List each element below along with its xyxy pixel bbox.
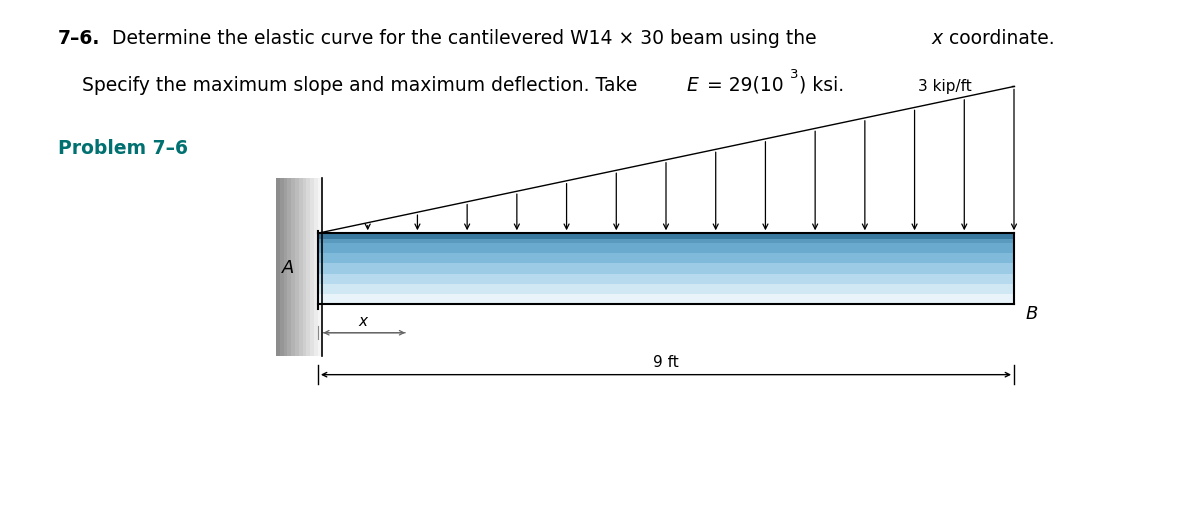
Bar <box>318 243 1014 254</box>
Text: x: x <box>359 313 367 329</box>
Text: Specify the maximum slope and maximum deflection. Take: Specify the maximum slope and maximum de… <box>82 76 643 95</box>
Bar <box>295 178 299 356</box>
Text: coordinate.: coordinate. <box>943 29 1055 48</box>
Bar <box>283 178 288 356</box>
Bar <box>276 178 280 356</box>
Bar <box>302 178 306 356</box>
Bar <box>318 283 1014 294</box>
Bar <box>280 178 283 356</box>
Text: ) ksi.: ) ksi. <box>799 76 845 95</box>
Bar <box>318 178 322 356</box>
Bar <box>318 274 1014 283</box>
Text: A: A <box>282 259 294 277</box>
Bar <box>292 178 295 356</box>
Text: 9 ft: 9 ft <box>653 355 679 370</box>
Text: Determine the elastic curve for the cantilevered W14 × 30 beam using the: Determine the elastic curve for the cant… <box>112 29 822 48</box>
Bar <box>318 264 1014 274</box>
Text: = 29(10: = 29(10 <box>701 76 784 95</box>
Bar <box>318 254 1014 264</box>
Bar <box>306 178 310 356</box>
Bar <box>318 233 1014 239</box>
Text: E: E <box>686 76 698 95</box>
Bar <box>299 178 302 356</box>
Text: x: x <box>931 29 942 48</box>
Text: 3 kip/ft: 3 kip/ft <box>918 79 972 94</box>
Bar <box>318 233 1014 243</box>
Bar <box>310 178 314 356</box>
Text: Problem 7–6: Problem 7–6 <box>58 139 187 158</box>
Text: 3: 3 <box>790 68 798 81</box>
Bar <box>288 178 292 356</box>
Bar <box>318 294 1014 304</box>
Text: 7–6.: 7–6. <box>58 29 100 48</box>
Bar <box>314 178 318 356</box>
Text: B: B <box>1026 305 1038 323</box>
